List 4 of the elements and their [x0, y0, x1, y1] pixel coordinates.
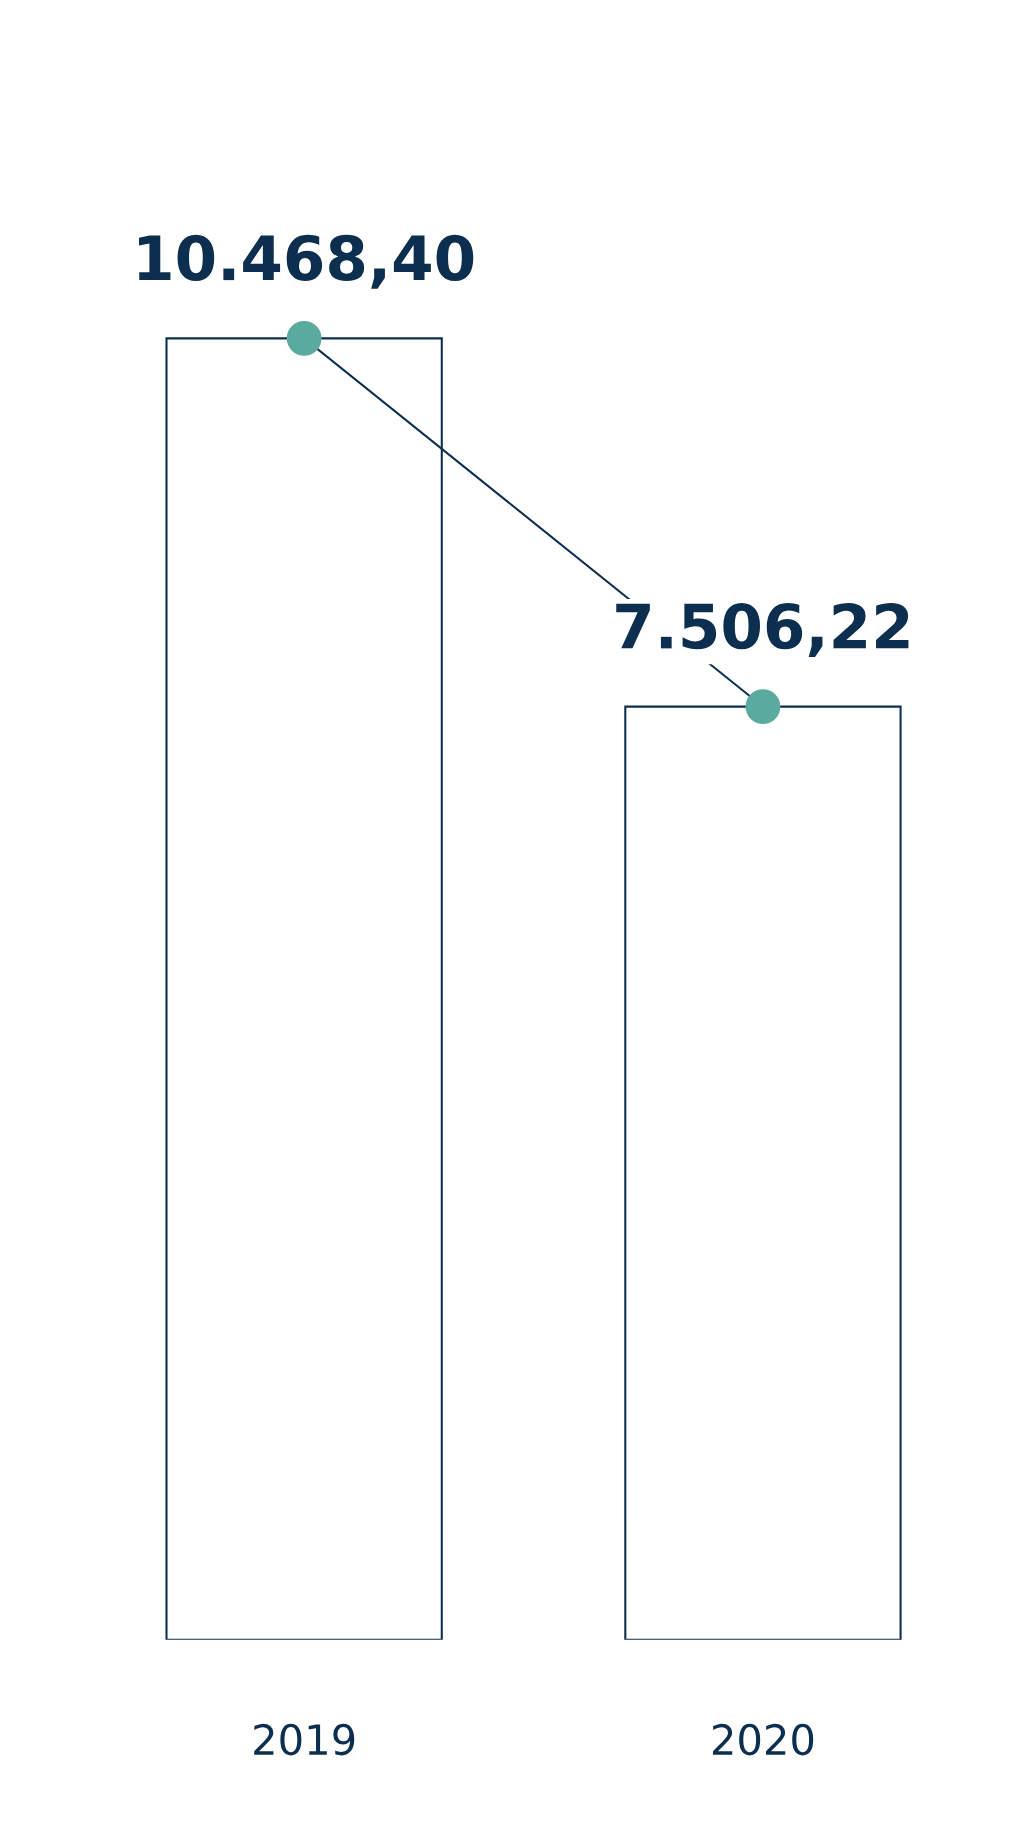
x-tick-label: 2020	[712, 1723, 814, 1756]
x-tick-label: 2019	[254, 1723, 355, 1756]
data-label: 7.506,22	[616, 603, 909, 658]
data-label: 10.468,40	[139, 234, 474, 289]
